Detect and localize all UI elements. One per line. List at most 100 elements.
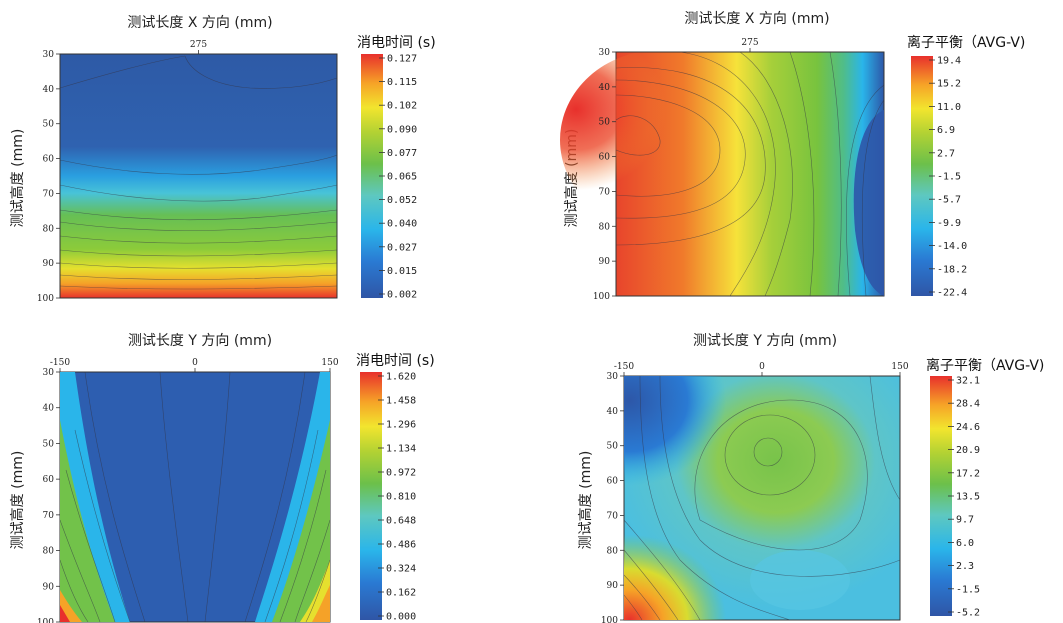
x-tick-label: 150 (891, 362, 908, 372)
panel-2-plot (560, 50, 885, 297)
colorbar-tick-label: 0.090 (387, 124, 417, 135)
panel-3-colorbar-ticks: 1.620 1.458 1.296 1.134 0.972 0.810 0.648 0.486… (378, 372, 416, 623)
colorbar-tick-label: 0.972 (386, 468, 416, 479)
colorbar-tick-label: 17.2 (956, 468, 980, 479)
y-tick-label: 60 (43, 155, 55, 165)
panel-4-lower-lobe (750, 550, 850, 610)
colorbar-tick-label: 0.810 (386, 492, 416, 503)
colorbar-tick-label: 32.1 (956, 376, 980, 387)
colorbar-tick-label: 2.3 (956, 561, 974, 572)
colorbar-tick-label: -14.0 (937, 241, 967, 252)
y-tick-label: 70 (43, 511, 55, 521)
panel-3-plot (59, 371, 331, 623)
panel-3-left-hot (60, 590, 82, 622)
colorbar-tick-label: 0.000 (386, 612, 416, 623)
y-tick-label: 30 (43, 368, 55, 378)
y-tick-label: 90 (607, 581, 619, 591)
y-tick-label: 80 (599, 222, 611, 232)
colorbar-tick-label: 0.015 (387, 266, 417, 277)
colorbar-tick-label: -5.7 (937, 195, 961, 206)
x-tick-label: -150 (614, 362, 634, 372)
panel-4-colorbar: 离子平衡（AVG-V) 32.1 28.4 24.6 20.9 17.2 13.5 9.7 6… (926, 357, 1044, 619)
y-tick-label: 70 (43, 189, 55, 199)
colorbar-tick-label: 0.162 (386, 588, 416, 599)
colorbar-tick-label: 11.0 (937, 102, 961, 113)
panel-1-colorbar-ticks: 0.127 0.115 0.102 0.090 0.077 0.065 0.052 0.040… (379, 54, 417, 301)
y-tick-label: 90 (43, 582, 55, 592)
y-tick-label: 60 (599, 153, 611, 163)
y-tick-label: 70 (607, 511, 619, 521)
panel-3-colorbar-bar (360, 372, 382, 620)
y-tick-label: 30 (607, 372, 619, 382)
y-tick-label: 40 (43, 404, 55, 414)
y-tick-label: 90 (599, 257, 611, 267)
panel-2-colorbar-ticks: 19.4 15.2 11.0 6.9 2.7 -1.5 -5.7 -9.9 -14.0 -18.2… (929, 56, 967, 299)
panel-4: 测试长度 Y 方向 (mm) 测试高度 (mm) 30 40 50 60 70 80 90 1… (577, 333, 1044, 623)
y-tick-label: 80 (43, 224, 55, 234)
y-tick-label: 50 (607, 442, 619, 452)
panel-2-coldspot (853, 110, 884, 296)
panel-3: 测试长度 Y 方向 (mm) 测试高度 (mm) (9, 333, 435, 623)
colorbar-tick-label: -9.9 (937, 218, 961, 229)
panel-4-colorbar-title: 离子平衡（AVG-V) (926, 357, 1044, 374)
panel-3-right-hot (312, 585, 330, 622)
panel-3-left-red (60, 605, 70, 622)
panel-3-colorbar-title: 消电时间 (s) (356, 353, 435, 369)
panel-2-colorbar-bar (911, 56, 933, 296)
panel-3-right-green (272, 420, 330, 622)
x-tick-label: 0 (759, 362, 765, 372)
colorbar-tick-label: 0.102 (387, 101, 417, 112)
y-tick-label: 40 (43, 85, 55, 95)
panel-1-ylabel: 测试高度 (mm) (9, 129, 26, 228)
colorbar-tick-label: 13.5 (956, 492, 980, 503)
panel-4-contours (623, 375, 901, 621)
y-tick-label: 80 (43, 547, 55, 557)
panel-1-colorbar: 消电时间 (s) 0.1270.1150.1020.0900.0770.0650… (357, 35, 436, 301)
y-tick-label: 100 (37, 294, 54, 304)
panel-4-colorbar-ticks: 32.1 28.4 24.6 20.9 17.2 13.5 9.7 6.0 2.3 -1.5 -5.… (948, 376, 980, 619)
panel-1-plot (59, 53, 338, 299)
panel-2-contours (615, 51, 885, 297)
panel-2-title: 测试长度 X 方向 (mm) (684, 11, 829, 27)
y-tick-label: 40 (607, 407, 619, 417)
y-tick-label: 100 (593, 292, 610, 302)
colorbar-tick-label: 1.134 (386, 444, 416, 455)
y-tick-label: 70 (599, 187, 611, 197)
colorbar-tick-label: 24.6 (956, 422, 980, 433)
colorbar-tick-label: 0.486 (386, 540, 416, 551)
colorbar-tick-label: 6.9 (937, 125, 955, 136)
panel-1: 测试长度 X 方向 (mm) 测试高度 (mm) 30 40 50 60 70 80 90 1… (9, 15, 436, 304)
panel-2: 测试长度 X 方向 (mm) 测试高度 (mm) 304050607080901… (560, 11, 1025, 302)
colorbar-tick-label: 28.4 (956, 399, 980, 410)
colorbar-tick-label: 0.065 (387, 172, 417, 183)
colorbar-tick-label: 15.2 (937, 79, 961, 90)
colorbar-tick-label: 6.0 (956, 538, 974, 549)
colorbar-tick-label: -22.4 (937, 288, 967, 299)
panel-3-colorbar: 消电时间 (s) 1.620 1.458 1.296 1.134 0.972 0.810 0… (356, 353, 435, 623)
panel-4-plot (623, 375, 901, 621)
panel-2-colorbar: 离子平衡（AVG-V) 19.4 15.2 11.0 6.9 2.7 -1.5 -5.7 -9… (907, 34, 1025, 299)
x-tick-label: -150 (50, 358, 70, 368)
panel-4-title: 测试长度 Y 方向 (mm) (693, 333, 837, 349)
y-tick-label: 80 (607, 546, 619, 556)
panel-3-ylabel: 测试高度 (mm) (9, 451, 26, 550)
colorbar-tick-label: -18.2 (937, 264, 967, 275)
panel-3-contours (59, 371, 331, 623)
colorbar-tick-label: 0.324 (386, 564, 416, 575)
panel-2-y-ticks: 30 40 50 60 70 80 90 100 (593, 48, 616, 302)
colorbar-tick-label: 0.115 (387, 77, 417, 88)
y-tick-label: 50 (599, 118, 611, 128)
colorbar-tick-label: 19.4 (937, 56, 961, 67)
panel-1-x-ticks: 275 (190, 40, 207, 54)
panel-2-colorbar-title: 离子平衡（AVG-V) (907, 34, 1025, 51)
panel-4-ylabel: 测试高度 (mm) (577, 451, 594, 550)
y-tick-label: 30 (43, 50, 55, 60)
panel-2-x-ticks: 275 (741, 38, 759, 52)
y-tick-label: 50 (43, 439, 55, 449)
panel-1-y-ticks: 30 40 50 60 70 80 90 100 (37, 50, 60, 304)
colorbar-tick-label: 0.027 (387, 242, 417, 253)
colorbar-tick-label: 1.620 (386, 372, 416, 383)
colorbar-tick-label: 0.648 (386, 516, 416, 527)
panel-1-contours (59, 55, 338, 290)
colorbar-tick-label: 0.127 (387, 54, 417, 65)
